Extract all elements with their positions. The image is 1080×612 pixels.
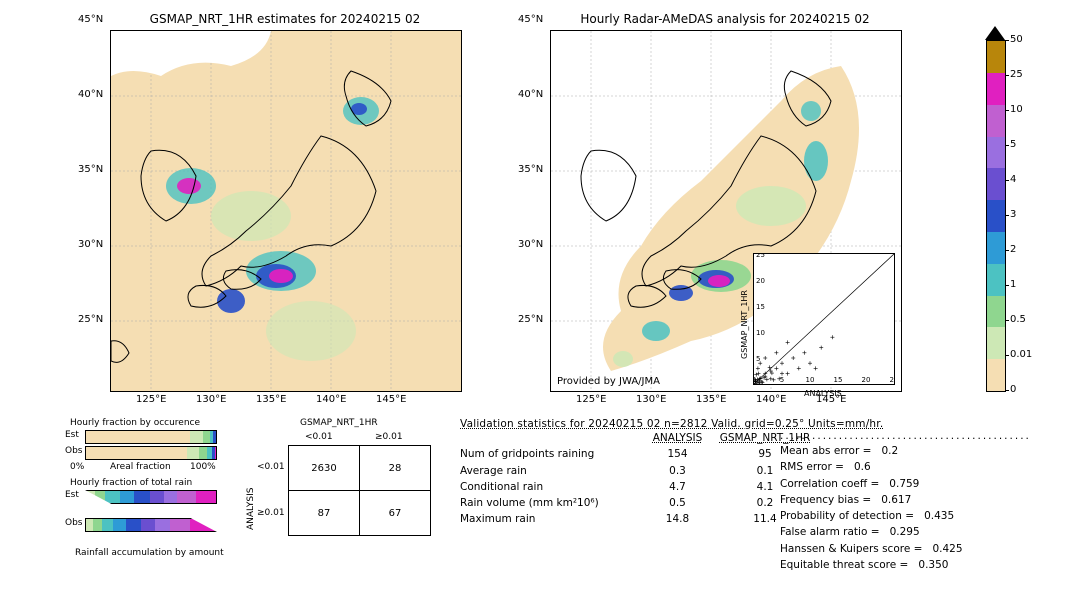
contingency-row-1: ≥0.01 — [257, 508, 285, 518]
scatter-inset: 0510152025 0510152025 ANALYSIS GSMAP_NRT… — [753, 253, 895, 385]
colorbar-tick: 50 — [1010, 34, 1023, 45]
svg-text:25: 25 — [890, 376, 894, 384]
ct-10: 87 — [289, 491, 360, 536]
metric-row: Mean abs error = 0.2 — [780, 443, 1030, 459]
metric-row: RMS error = 0.6 — [780, 459, 1030, 475]
colorbar-tick: 10 — [1010, 104, 1023, 115]
right-map-title: Hourly Radar-AMeDAS analysis for 2024021… — [550, 12, 900, 26]
map-ytick: 30°N — [518, 239, 543, 250]
stacked-bar — [85, 446, 217, 460]
scatter-svg: 0510152025 0510152025 — [754, 254, 894, 384]
map-xtick: 140°E — [756, 394, 786, 405]
map-xtick: 135°E — [696, 394, 726, 405]
map-xtick: 140°E — [316, 394, 346, 405]
colorbar — [986, 40, 1006, 392]
stacked-bar — [85, 518, 217, 532]
colorbar-tick: 1 — [1010, 279, 1016, 290]
metric-row: Equitable threat score = 0.350 — [780, 557, 1030, 573]
hourly-occ-title: Hourly fraction by occurence — [70, 418, 200, 428]
hourly-occ-100pct: 100% — [190, 462, 216, 472]
left-map-panel — [110, 30, 462, 392]
bar-row-label: Obs — [65, 518, 83, 528]
ct-01: 28 — [360, 446, 431, 491]
hourly-occ-footer: Areal fraction — [110, 462, 171, 472]
stacked-bar — [85, 430, 217, 444]
map-xtick: 125°E — [136, 394, 166, 405]
svg-text:20: 20 — [756, 277, 765, 285]
svg-text:0: 0 — [756, 381, 760, 384]
hourly-total-title: Hourly fraction of total rain — [70, 478, 192, 488]
metric-row: False alarm ratio = 0.295 — [780, 524, 1030, 540]
metric-row: Correlation coeff = 0.759 — [780, 476, 1030, 492]
map-ytick: 25°N — [78, 314, 103, 325]
map-ytick: 40°N — [78, 89, 103, 100]
map-ytick: 25°N — [518, 314, 543, 325]
metrics-block: ........................................… — [780, 433, 1030, 573]
metric-row: Frequency bias = 0.617 — [780, 492, 1030, 508]
svg-text:5: 5 — [756, 355, 760, 363]
svg-text:10: 10 — [756, 329, 765, 337]
svg-text:5: 5 — [780, 376, 784, 384]
map-xtick: 130°E — [196, 394, 226, 405]
contingency-row-0: <0.01 — [257, 462, 285, 472]
provided-by-label: Provided by JWA/JMA — [557, 376, 660, 387]
contingency-col-0: <0.01 — [305, 432, 333, 442]
map-ytick: 45°N — [78, 14, 103, 25]
bar-row-label: Obs — [65, 446, 83, 456]
map-xtick: 135°E — [256, 394, 286, 405]
bar-row-label: Est — [65, 490, 79, 500]
map-ytick: 30°N — [78, 239, 103, 250]
colorbar-tick: 0 — [1010, 384, 1016, 395]
hourly-occ-0pct: 0% — [70, 462, 84, 472]
map-xtick: 125°E — [576, 394, 606, 405]
colorbar-tick: 5 — [1010, 139, 1016, 150]
map-ytick: 35°N — [518, 164, 543, 175]
metric-row: Probability of detection = 0.435 — [780, 508, 1030, 524]
bar-row-label: Est — [65, 430, 79, 440]
colorbar-arrow-icon — [985, 26, 1005, 40]
contingency-col-header: GSMAP_NRT_1HR — [300, 418, 378, 428]
validation-colhdr-0: ANALYSIS — [640, 430, 715, 446]
ct-00: 2630 — [289, 446, 360, 491]
map-xtick: 145°E — [376, 394, 406, 405]
map-ytick: 40°N — [518, 89, 543, 100]
scatter-ylabel: GSMAP_NRT_1HR — [740, 290, 749, 359]
figure-root: GSMAP_NRT_1HR estimates for 20240215 02 — [10, 10, 1070, 602]
colorbar-tick: 0.5 — [1010, 314, 1026, 325]
right-map-panel: Provided by JWA/JMA 0510152025 051015202… — [550, 30, 902, 392]
validation-header: Validation statistics for 20240215 02 n=… — [460, 418, 883, 430]
ct-11: 67 — [360, 491, 431, 536]
svg-text:15: 15 — [834, 376, 843, 384]
metric-row: Hanssen & Kuipers score = 0.425 — [780, 541, 1030, 557]
stacked-bar — [85, 490, 217, 504]
colorbar-tick: 2 — [1010, 244, 1016, 255]
colorbar-tick: 25 — [1010, 69, 1023, 80]
colorbar-tick: 3 — [1010, 209, 1016, 220]
map-xtick: 130°E — [636, 394, 666, 405]
hourly-total-footer: Rainfall accumulation by amount — [75, 548, 224, 558]
map-xtick: 145°E — [816, 394, 846, 405]
contingency-row-header: ANALYSIS — [246, 488, 256, 530]
svg-text:25: 25 — [756, 254, 765, 259]
svg-text:20: 20 — [862, 376, 871, 384]
contingency-col-1: ≥0.01 — [375, 432, 403, 442]
left-map-svg — [111, 31, 461, 391]
left-map-title: GSMAP_NRT_1HR estimates for 20240215 02 — [110, 12, 460, 26]
svg-text:15: 15 — [756, 303, 765, 311]
svg-text:10: 10 — [806, 376, 815, 384]
map-ytick: 35°N — [78, 164, 103, 175]
contingency-table: 263028 8767 — [288, 445, 431, 536]
colorbar-tick: 0.01 — [1010, 349, 1032, 360]
map-ytick: 45°N — [518, 14, 543, 25]
colorbar-tick: 4 — [1010, 174, 1016, 185]
